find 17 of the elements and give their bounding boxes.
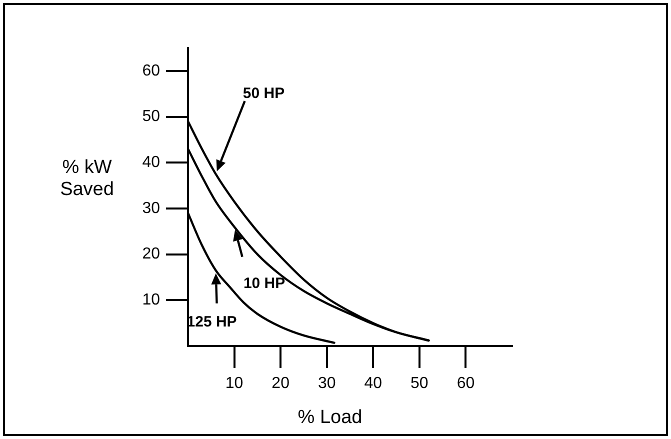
- y-tick-label: 30: [142, 200, 160, 217]
- x-axis-title: % Load: [298, 407, 362, 428]
- series-label: 125 HP: [186, 313, 237, 330]
- x-tick-label: 50: [410, 375, 428, 392]
- y-tick-label: 50: [142, 108, 160, 126]
- y-axis-title: % kW Saved: [60, 157, 114, 200]
- text: 50 HP: [242, 85, 285, 102]
- y-tick-label: 60: [142, 62, 160, 80]
- x-tick-label: 20: [272, 375, 290, 392]
- x-tick-label: 60: [456, 375, 475, 392]
- y-tick-label: 10: [142, 292, 160, 309]
- x-tick-label: 10: [225, 375, 244, 392]
- x-tick-label: 30: [318, 375, 336, 392]
- legend-label: 10 HP: [243, 274, 286, 292]
- y-tick-label: 20: [142, 246, 160, 263]
- y-tick-label: 40: [142, 154, 160, 172]
- x-tick-label: 40: [364, 375, 382, 392]
